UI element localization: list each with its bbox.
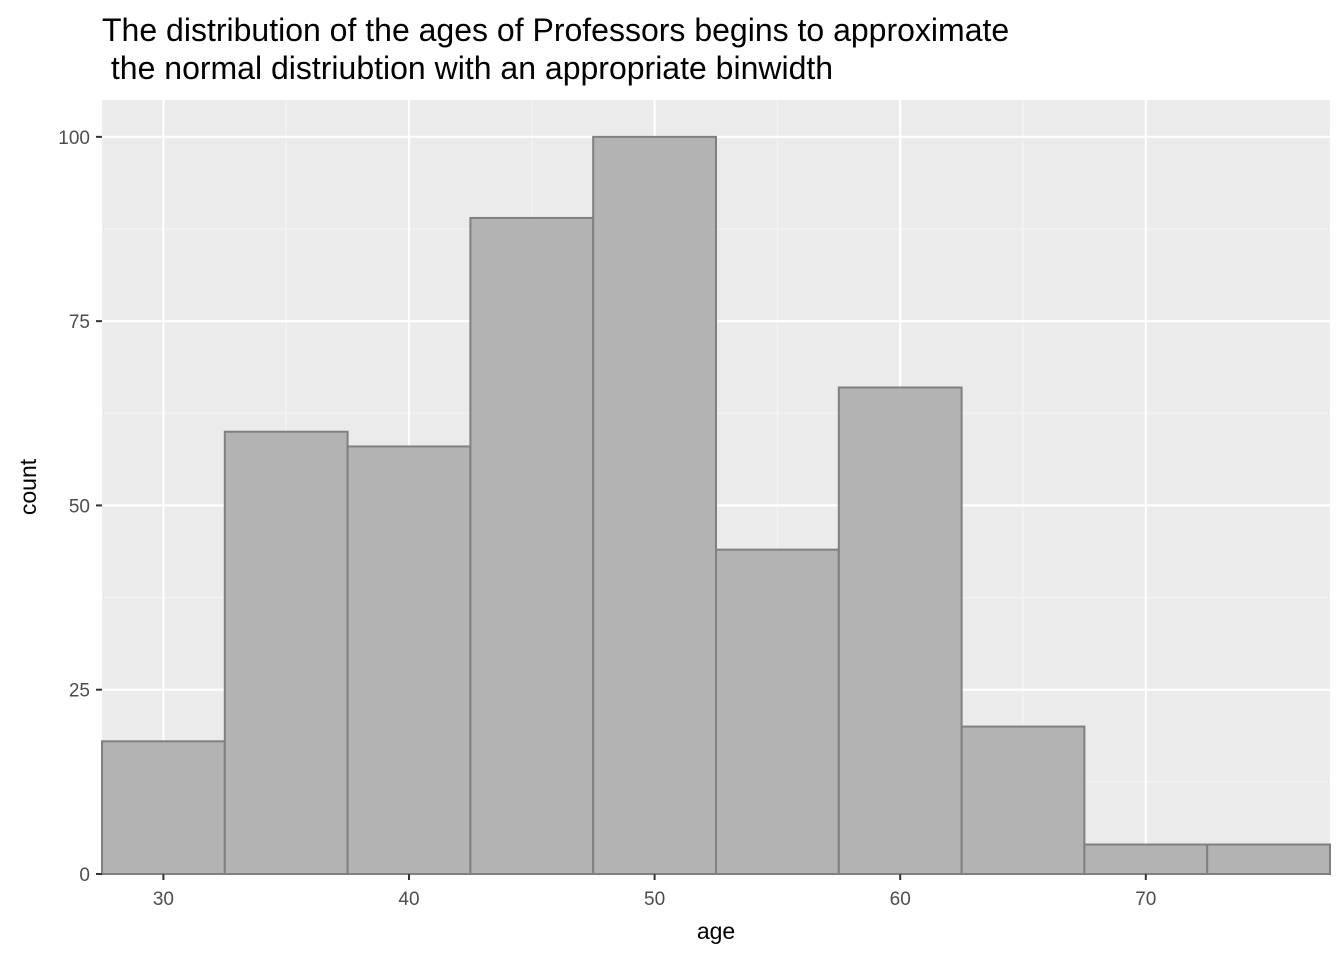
histogram-bar [223, 430, 349, 875]
histogram-bar [715, 548, 840, 876]
x-tick-label: 70 [1135, 889, 1156, 910]
histogram-bar [469, 216, 595, 875]
histogram-bar [101, 740, 226, 875]
y-tick-label: 75 [69, 312, 90, 333]
histogram-bar [837, 386, 963, 875]
histogram-bar [592, 135, 718, 876]
y-tick-label: 50 [69, 496, 90, 517]
x-tick-label: 30 [153, 889, 174, 910]
y-tick-label: 100 [58, 128, 90, 149]
histogram-bar [960, 725, 1086, 875]
histogram-bar [1083, 843, 1209, 875]
x-tick-label: 40 [398, 889, 419, 910]
chart-title-line-1: The distribution of the ages of Professo… [102, 12, 1009, 48]
chart-title-line-2: the normal distriubtion with an appropri… [102, 50, 833, 86]
y-axis: 0 25 50 75 100 [58, 128, 102, 886]
x-axis-title: age [697, 918, 735, 944]
x-tick-label: 60 [890, 889, 911, 910]
histogram-bars [101, 135, 1331, 876]
histogram-bar [346, 445, 472, 875]
histogram-bar [1206, 843, 1331, 875]
y-axis-title: count [15, 458, 41, 515]
y-tick-label: 25 [69, 681, 90, 702]
y-tick-label: 0 [79, 865, 90, 886]
x-axis: 30 40 50 60 70 [153, 874, 1156, 910]
x-tick-label: 50 [644, 889, 665, 910]
